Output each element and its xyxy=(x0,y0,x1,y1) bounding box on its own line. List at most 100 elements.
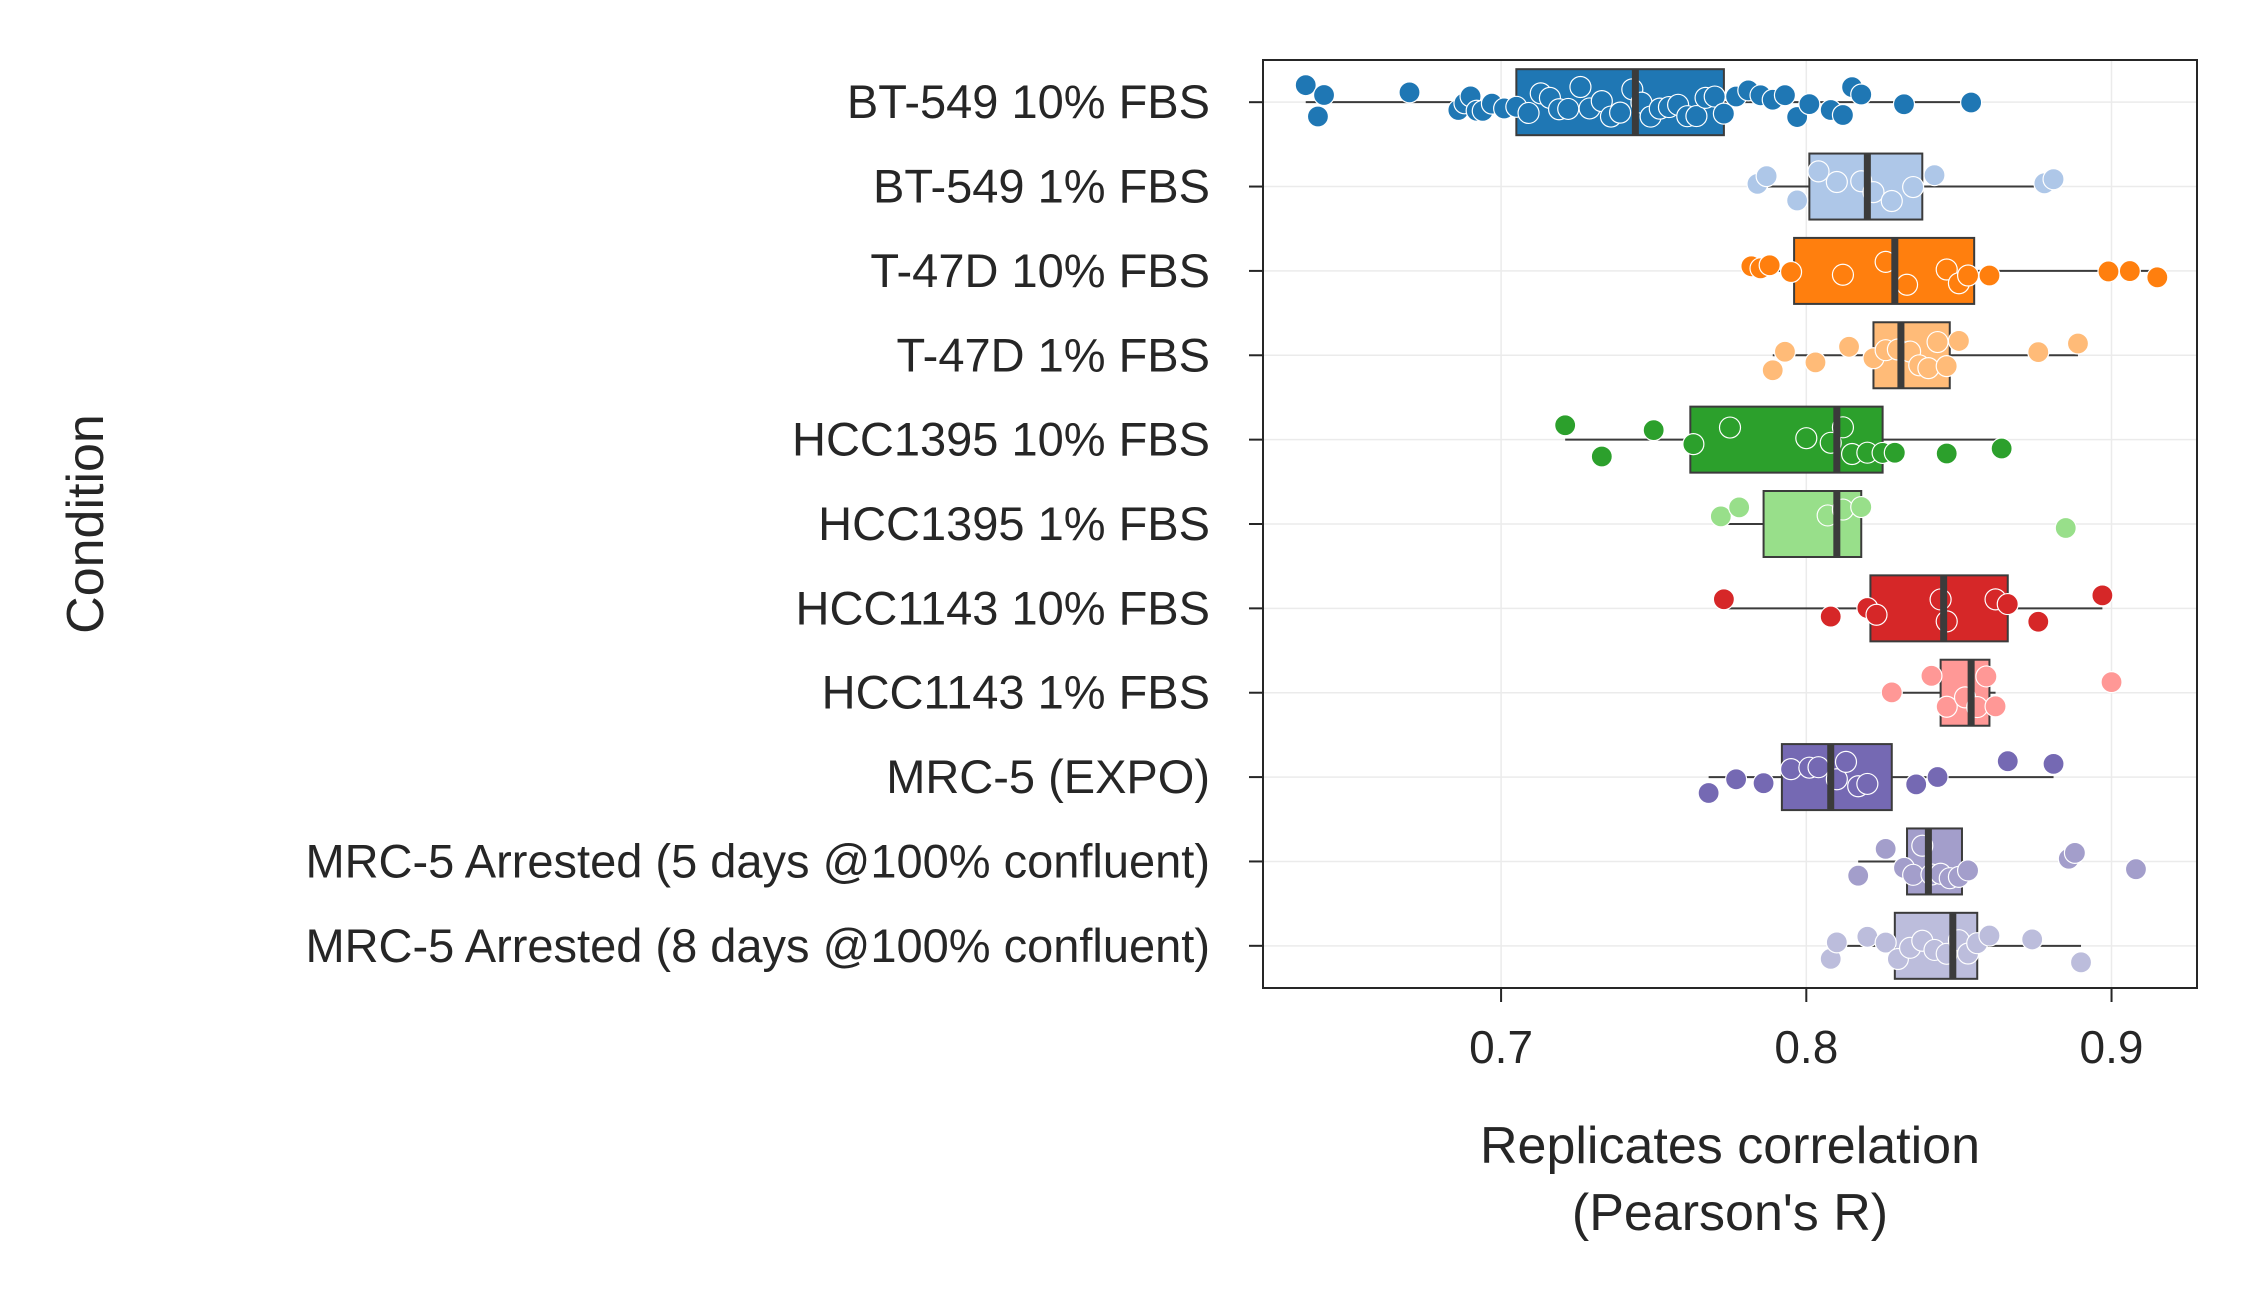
category-label: MRC-5 (EXPO) xyxy=(886,750,1210,803)
data-point xyxy=(1752,772,1775,795)
data-point xyxy=(1996,592,2019,616)
data-point xyxy=(1902,175,1925,199)
data-point xyxy=(1850,495,1873,519)
data-point xyxy=(1926,330,1949,354)
data-point xyxy=(1709,505,1732,528)
data-point xyxy=(2027,610,2050,633)
data-point xyxy=(1517,101,1540,125)
data-point xyxy=(1935,355,1958,378)
category-label: HCC1143 1% FBS xyxy=(822,666,1210,719)
data-point xyxy=(1755,165,1778,188)
data-point xyxy=(1895,273,1919,296)
data-point xyxy=(2118,259,2141,283)
data-point xyxy=(1554,414,1577,437)
data-point xyxy=(1834,750,1858,773)
category-label: BT-549 1% FBS xyxy=(873,160,1210,213)
category-label: HCC1143 10% FBS xyxy=(796,581,1211,634)
data-point xyxy=(1761,359,1784,382)
data-point xyxy=(1996,750,2019,773)
data-point xyxy=(1975,665,1998,688)
axes: 0.7 0.8 0.9 xyxy=(1249,101,2144,1073)
data-point xyxy=(1697,781,1720,805)
data-point xyxy=(1569,75,1592,99)
data-point xyxy=(1978,924,2001,947)
data-point xyxy=(1837,335,1861,358)
data-point xyxy=(1947,329,1971,353)
data-point xyxy=(1807,756,1830,779)
data-point xyxy=(1960,91,1983,114)
data-point xyxy=(1728,496,1751,519)
y-axis-label: Condition xyxy=(57,414,115,634)
data-point xyxy=(1609,101,1632,124)
data-point xyxy=(2042,752,2065,775)
category-label: MRC-5 Arrested (8 days @100% confluent) xyxy=(305,919,1210,972)
data-point xyxy=(1590,445,1613,468)
data-point xyxy=(2063,841,2087,864)
data-point xyxy=(2066,332,2090,355)
data-point xyxy=(1819,605,1842,628)
data-point xyxy=(1880,189,1903,213)
category-label: HCC1395 1% FBS xyxy=(818,497,1210,550)
data-point xyxy=(1682,433,1705,456)
data-point xyxy=(2091,584,2114,607)
data-point xyxy=(1920,664,1943,687)
data-point xyxy=(2027,341,2050,364)
data-point xyxy=(1306,105,1330,128)
data-point xyxy=(1956,264,1980,287)
data-point xyxy=(2042,168,2065,191)
data-point xyxy=(1926,765,1949,789)
data-point xyxy=(1758,254,1781,277)
data-point xyxy=(1847,864,1870,887)
data-point xyxy=(1294,74,1317,97)
data-point xyxy=(1312,83,1336,107)
data-point xyxy=(1874,931,1897,954)
x-tick-label: 0.9 xyxy=(2080,1021,2144,1073)
data-point xyxy=(1773,340,1797,363)
category-labels: BT-549 10% FBS BT-549 1% FBS T-47D 10% FBS… xyxy=(305,75,1210,972)
data-point xyxy=(1642,419,1665,442)
data-point xyxy=(2124,858,2148,881)
data-point xyxy=(1880,681,1903,704)
data-point xyxy=(1990,437,2013,460)
x-axis-label-line1: Replicates correlation xyxy=(1480,1117,1980,1175)
data-point xyxy=(1795,427,1818,450)
category-label: T-47D 1% FBS xyxy=(897,328,1210,381)
data-point xyxy=(1892,93,1916,116)
data-point xyxy=(1865,603,1888,626)
x-tick-label: 0.7 xyxy=(1469,1021,1533,1073)
data-point xyxy=(1935,442,1958,465)
data-point xyxy=(1804,351,1827,374)
data-point xyxy=(1398,81,1421,104)
data-point xyxy=(1798,93,1821,116)
category-label: MRC-5 Arrested (5 days @100% confluent) xyxy=(305,834,1210,887)
data-point xyxy=(1807,160,1830,183)
data-point xyxy=(1712,588,1735,611)
data-point xyxy=(1905,773,1928,796)
data-point xyxy=(1685,104,1708,128)
data-point xyxy=(1856,772,1879,796)
data-point xyxy=(1883,441,1906,464)
data-point xyxy=(2100,671,2123,694)
data-point xyxy=(1718,416,1742,439)
data-point xyxy=(1773,84,1797,107)
data-point xyxy=(1786,189,1809,212)
data-point xyxy=(1874,837,1897,861)
data-point xyxy=(1935,695,1958,718)
data-point xyxy=(1831,263,1855,286)
x-tick-label: 0.8 xyxy=(1774,1021,1838,1073)
data-point xyxy=(1923,164,1946,187)
category-label: T-47D 10% FBS xyxy=(870,244,1210,297)
data-point xyxy=(1850,83,1873,106)
x-axis-label-line2: (Pearson's R) xyxy=(1572,1184,1888,1242)
data-point xyxy=(1825,170,1848,194)
data-point xyxy=(2054,516,2077,540)
data-point xyxy=(1978,264,2001,287)
data-point xyxy=(1917,357,1940,380)
data-point xyxy=(1712,102,1735,125)
data-point xyxy=(1984,695,2007,718)
data-point xyxy=(2069,951,2093,974)
data-point xyxy=(1825,931,1848,954)
data-point xyxy=(1831,103,1855,127)
data-point xyxy=(1779,260,1803,284)
